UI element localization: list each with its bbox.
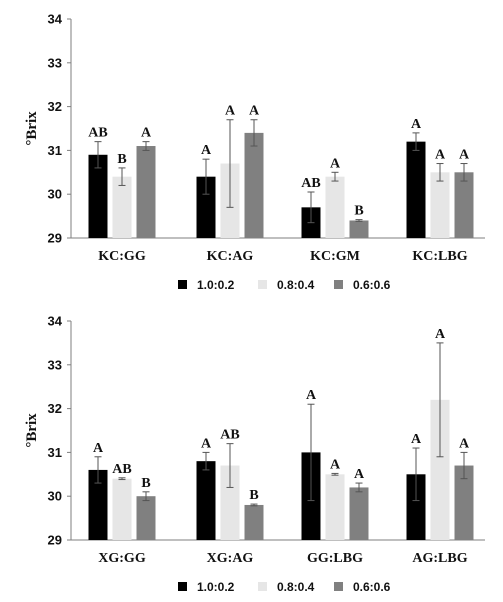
legend-swatch <box>178 582 187 591</box>
bar <box>349 487 369 540</box>
significance-letter: A <box>141 126 152 141</box>
significance-letter: A <box>93 441 104 456</box>
category-label: AG:LBG <box>412 551 467 566</box>
significance-letter: AB <box>220 428 239 443</box>
bar <box>196 176 216 238</box>
bar <box>244 504 264 540</box>
significance-letter: A <box>435 148 446 163</box>
bar <box>196 461 216 540</box>
significance-letter: A <box>411 432 422 447</box>
y-tick-label: 31 <box>48 143 62 158</box>
significance-letter: AB <box>301 176 320 191</box>
significance-letter: AB <box>88 126 107 141</box>
legend-label: 1.0:0.2 <box>197 580 235 594</box>
bar <box>430 172 450 238</box>
legend-swatch <box>258 280 267 289</box>
y-tick-label: 31 <box>48 445 62 460</box>
y-tick-label: 29 <box>48 231 62 246</box>
y-tick-label: 34 <box>48 12 63 27</box>
bar <box>430 399 450 540</box>
significance-letter: A <box>201 143 212 158</box>
bar <box>454 465 474 540</box>
bar <box>454 172 474 238</box>
category-label: GG:LBG <box>307 551 363 566</box>
legend-swatch <box>334 280 343 289</box>
category-label: KC:LBG <box>412 249 467 264</box>
y-tick-label: 29 <box>48 533 62 548</box>
category-label: KC:GG <box>98 249 146 264</box>
category-label: XG:AG <box>207 551 254 566</box>
bar <box>406 141 426 238</box>
category-label: KC:AG <box>207 249 254 264</box>
significance-letter: A <box>330 156 341 171</box>
bar <box>325 176 345 238</box>
bar <box>88 469 108 540</box>
significance-letter: A <box>249 104 260 119</box>
significance-letter: AB <box>112 462 131 477</box>
y-tick-label: 32 <box>48 401 62 416</box>
y-tick-label: 34 <box>48 314 63 329</box>
significance-letter: B <box>141 476 150 491</box>
legend-label: 0.6:0.6 <box>353 278 391 292</box>
significance-letter: A <box>459 148 470 163</box>
significance-letter: A <box>459 436 470 451</box>
bar <box>88 154 108 238</box>
significance-letter: A <box>354 467 365 482</box>
y-tick-label: 33 <box>48 55 62 70</box>
category-label: KC:GM <box>310 249 360 264</box>
legend-label: 0.6:0.6 <box>353 580 391 594</box>
significance-letter: A <box>411 117 422 132</box>
bar <box>136 496 156 540</box>
category-label: XG:GG <box>98 551 146 566</box>
significance-letter: A <box>306 388 317 403</box>
significance-letter: A <box>201 436 212 451</box>
legend-label: 0.8:0.4 <box>277 278 315 292</box>
bar <box>406 474 426 540</box>
significance-letter: A <box>330 457 341 472</box>
significance-letter: A <box>435 327 446 342</box>
y-axis-label: °Brix <box>24 111 40 146</box>
y-tick-label: 30 <box>48 489 62 504</box>
y-tick-label: 33 <box>48 357 62 372</box>
significance-letter: B <box>117 152 126 167</box>
legend-swatch <box>334 582 343 591</box>
bar <box>112 478 132 540</box>
y-tick-label: 32 <box>48 99 62 114</box>
bar <box>349 220 369 238</box>
legend-swatch <box>178 280 187 289</box>
bar <box>136 146 156 238</box>
bar <box>220 465 240 540</box>
significance-letter: B <box>354 204 363 219</box>
legend-label: 0.8:0.4 <box>277 580 315 594</box>
significance-letter: B <box>249 488 258 503</box>
bar <box>325 474 345 540</box>
significance-letter: A <box>225 104 236 119</box>
legend-swatch <box>258 582 267 591</box>
bar <box>112 176 132 238</box>
bar <box>244 132 264 238</box>
y-tick-label: 30 <box>48 187 62 202</box>
legend-label: 1.0:0.2 <box>197 278 235 292</box>
y-axis-label: °Brix <box>24 413 40 448</box>
